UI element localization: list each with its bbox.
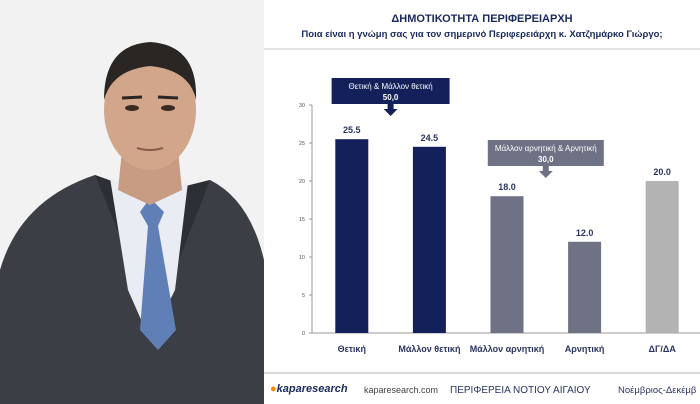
y-tick-label: 15 — [299, 217, 305, 223]
footer-logo: ●kaparesearch — [270, 383, 348, 395]
bar — [335, 139, 369, 333]
header-divider — [264, 48, 700, 50]
callout-value: 30,0 — [538, 155, 554, 164]
bars-layer — [335, 139, 679, 333]
footer-date: Νοέμβριος-Δεκέμβ — [618, 385, 697, 396]
category-label: Μάλλον αρνητική — [470, 344, 545, 354]
bar-value-label: 12.0 — [576, 228, 594, 238]
callout-box — [487, 140, 604, 166]
slide-title: ΔΗΜΟΤΙΚΟΤΗΤΑ ΠΕΡΙΦΕΡΕΙΑΡΧΗ — [391, 13, 573, 25]
bar-value-label: 18.0 — [498, 182, 516, 192]
category-label: ΔΓ/ΔΑ — [649, 344, 677, 354]
footer-divider — [264, 372, 700, 374]
y-tick-label: 20 — [299, 179, 305, 185]
y-tick-label: 10 — [299, 255, 305, 261]
y-tick-label: 0 — [302, 331, 305, 337]
bar — [645, 181, 679, 333]
bar — [490, 196, 524, 333]
category-label: Μάλλον θετική — [398, 344, 460, 354]
footer-website: kaparesearch.com — [364, 385, 439, 395]
callout-label: Μάλλον αρνητική & Αρνητική — [495, 144, 597, 153]
y-tick-label: 25 — [299, 141, 305, 147]
bar-value-label: 24.5 — [421, 133, 439, 143]
bar — [412, 146, 446, 333]
callout-layer: Θετική & Μάλλον θετική 50,0 Μάλλον αρνητικ… — [331, 78, 604, 178]
callout-arrow — [383, 104, 398, 116]
logo-mark-icon: ● — [270, 383, 277, 395]
y-tick-label: 5 — [302, 293, 305, 299]
callout-value: 50,0 — [383, 93, 399, 102]
slide-subtitle: Ποια είναι η γνώμη σας για τον σημερινό … — [301, 29, 663, 40]
callout-arrow — [538, 166, 553, 178]
y-tick-label: 30 — [299, 103, 305, 109]
footer-region: ΠΕΡΙΦΕΡΕΙΑ ΝΟΤΙΟΥ ΑΙΓΑΙΟΥ — [450, 385, 591, 396]
category-label: Θετική — [338, 344, 366, 354]
category-label: Αρνητική — [565, 344, 605, 354]
bar-value-label: 20.0 — [653, 167, 671, 177]
callout-box — [331, 78, 450, 104]
survey-slide: ΔΗΜΟΤΙΚΟΤΗΤΑ ΠΕΡΙΦΕΡΕΙΑΡΧΗ Ποια είναι η … — [264, 0, 700, 404]
portrait-illustration — [0, 0, 264, 404]
labels-layer: 25.5 Θετική 24.5 Μάλλον θετική 18.0 Μάλλον αρ… — [338, 125, 677, 354]
bar — [568, 241, 602, 333]
portrait-photo — [0, 0, 264, 404]
callout-label: Θετική & Μάλλον θετική — [348, 82, 432, 91]
bar-value-label: 25.5 — [343, 125, 361, 135]
bar-chart: 0 5 10 15 20 25 30 25.5 Θετική 24.5 Μάλλον θετική… — [264, 48, 700, 374]
